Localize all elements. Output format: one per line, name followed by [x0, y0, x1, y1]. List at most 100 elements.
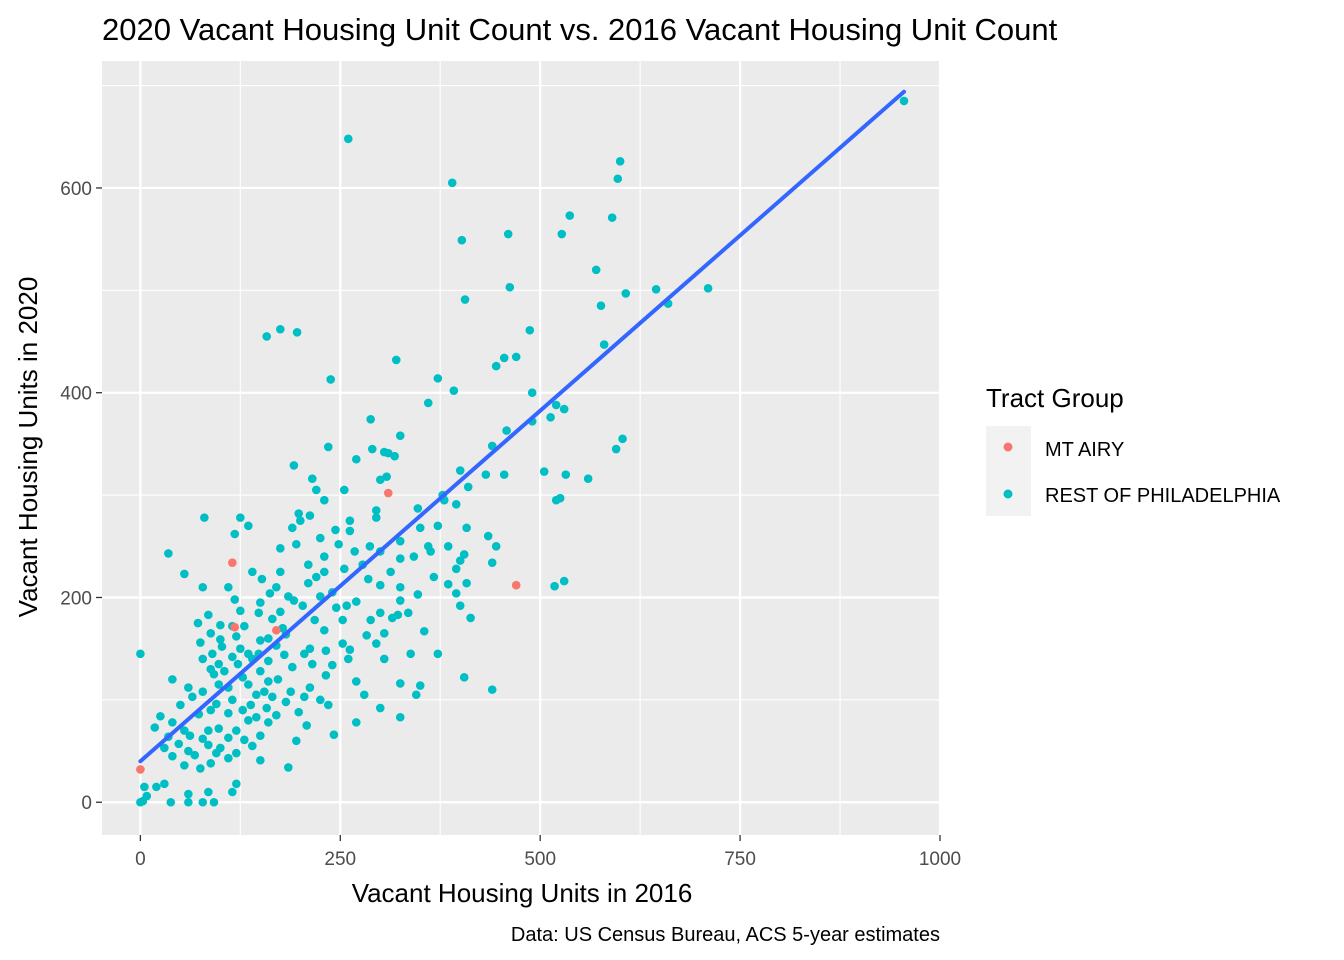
data-point — [463, 482, 473, 492]
legend-title: Tract Group — [986, 383, 1124, 413]
data-point — [395, 712, 405, 722]
data-point — [343, 134, 353, 144]
data-point — [429, 572, 439, 582]
data-point — [559, 576, 569, 586]
data-point — [228, 558, 237, 567]
data-point — [248, 741, 257, 751]
data-point — [415, 681, 425, 690]
data-point — [326, 375, 335, 384]
data-point — [296, 516, 305, 525]
data-point — [351, 454, 361, 464]
x-tick-label: 500 — [524, 849, 556, 870]
data-point — [499, 353, 509, 363]
data-point — [304, 560, 313, 570]
data-point — [455, 601, 465, 610]
data-point — [363, 574, 373, 584]
data-point — [204, 726, 213, 735]
data-point — [208, 649, 217, 659]
data-point — [596, 301, 606, 310]
data-point — [651, 285, 661, 294]
data-point — [559, 404, 569, 414]
data-point — [375, 608, 385, 618]
data-point — [206, 759, 216, 768]
data-point — [618, 434, 627, 444]
data-point — [232, 632, 241, 641]
data-point — [224, 582, 233, 592]
data-point — [209, 797, 219, 807]
chart-title: 2020 Vacant Housing Unit Count vs. 2016 … — [102, 12, 1058, 47]
data-point — [136, 765, 145, 774]
data-point — [230, 529, 240, 539]
data-point — [230, 622, 240, 632]
data-point — [268, 614, 277, 624]
data-point — [276, 544, 285, 553]
data-point — [703, 283, 713, 293]
data-point — [339, 564, 349, 574]
data-point — [214, 724, 224, 733]
data-point — [375, 703, 385, 713]
data-point — [451, 500, 461, 509]
data-point — [188, 692, 197, 702]
data-point — [505, 282, 515, 292]
data-point — [206, 629, 216, 638]
data-point — [613, 174, 623, 184]
legend: Tract Group MT AIRY REST OF PHILADELPHIA — [986, 383, 1281, 516]
data-point — [136, 797, 145, 807]
data-point — [487, 685, 497, 694]
data-point — [311, 572, 321, 582]
data-point — [447, 178, 457, 188]
data-point — [375, 475, 385, 485]
data-point — [281, 697, 291, 707]
data-point — [272, 625, 281, 635]
data-point — [252, 712, 261, 722]
data-point — [238, 705, 248, 715]
data-point — [351, 718, 361, 727]
data-point — [403, 608, 413, 618]
data-point — [599, 340, 609, 349]
data-point — [391, 355, 401, 365]
data-point — [193, 618, 203, 628]
minor-gridlines — [102, 61, 940, 835]
data-point — [390, 451, 399, 461]
data-point — [244, 680, 253, 689]
data-point — [460, 295, 470, 304]
data-point — [180, 726, 189, 735]
data-point — [525, 325, 535, 335]
data-point — [395, 596, 405, 605]
data-point — [198, 797, 208, 807]
data-point — [462, 523, 471, 533]
data-point — [382, 472, 391, 481]
data-point — [273, 675, 283, 684]
data-point — [264, 634, 273, 643]
y-tick-label: 600 — [60, 179, 92, 200]
data-point — [503, 229, 513, 239]
data-point — [160, 743, 169, 753]
data-point — [311, 485, 321, 495]
y-tick-label: 0 — [81, 793, 92, 814]
data-point — [415, 523, 425, 533]
data-point — [367, 444, 377, 454]
data-point — [413, 590, 423, 599]
data-point — [511, 580, 521, 590]
data-point — [156, 711, 165, 721]
trend-line — [138, 89, 907, 764]
data-point — [262, 332, 272, 341]
data-point — [621, 289, 631, 298]
data-point — [527, 388, 537, 398]
data-point — [499, 470, 509, 479]
data-point — [180, 569, 189, 579]
data-point — [395, 554, 405, 563]
data-point — [292, 539, 301, 549]
data-point — [256, 598, 265, 607]
data-point — [256, 731, 265, 740]
data-point — [140, 782, 149, 792]
data-point — [180, 761, 189, 770]
data-point — [451, 564, 461, 574]
data-point — [366, 415, 375, 424]
data-point — [264, 718, 273, 727]
data-point — [331, 525, 340, 535]
data-point — [395, 582, 405, 592]
data-point — [615, 157, 625, 166]
data-point — [200, 513, 209, 522]
data-point — [487, 441, 497, 451]
